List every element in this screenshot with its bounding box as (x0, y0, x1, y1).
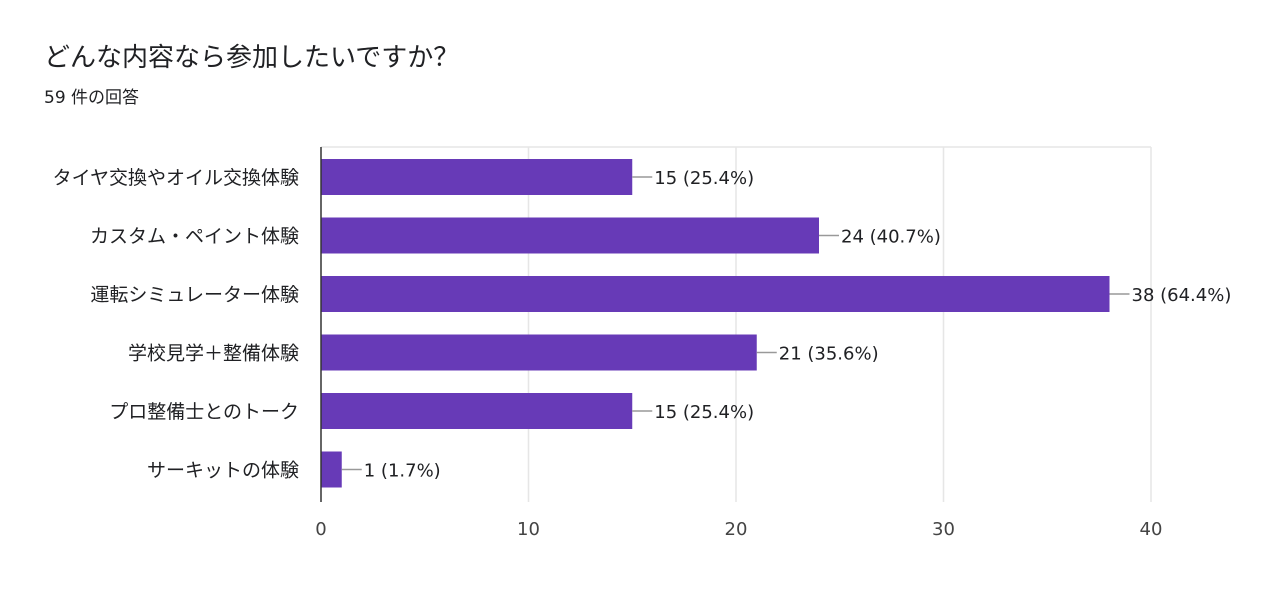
category-label-5: プロ整備士とのトーク (109, 401, 299, 423)
value-label-5: 15 (25.4%) (654, 402, 754, 423)
grid-lines (321, 146, 1152, 502)
x-tick-label-40: 40 (1140, 519, 1163, 540)
value-label-4: 21 (35.6%) (779, 344, 879, 365)
bar-6 (321, 451, 342, 488)
category-label-6: サーキットの体験 (147, 460, 299, 482)
category-label-3: 運転シミュレーター体験 (90, 284, 299, 306)
response-count: 59 件の回答 (44, 88, 140, 108)
bar-2 (321, 217, 819, 254)
category-label-2: カスタム・ペイント体験 (90, 226, 299, 248)
bars (321, 159, 1130, 488)
chart-header: どんな内容なら参加したいですか？ 59 件の回答 (44, 40, 459, 110)
category-label-1: タイヤ交換やオイル交換体験 (53, 167, 299, 189)
chart-title: どんな内容なら参加したいですか？ (44, 43, 460, 73)
bar-3 (321, 276, 1110, 312)
bar-1 (321, 159, 633, 195)
x-tick-label-0: 0 (315, 519, 326, 540)
x-tick-label-30: 30 (932, 519, 955, 540)
value-label-1: 15 (25.4%) (654, 168, 754, 189)
x-tick-label-10: 10 (517, 519, 540, 540)
bar-4 (321, 334, 757, 371)
x-tick-label-20: 20 (725, 519, 748, 540)
category-label-4: 学校見学＋整備体験 (128, 343, 299, 365)
labels: 0 10 20 30 40 15 (25.4%) タイヤ交換やオイル交換体験 24 (40.7… (53, 167, 1232, 540)
value-label-3: 38 (64.4%) (1132, 285, 1232, 306)
bar-5 (321, 393, 633, 429)
value-label-2: 24 (40.7%) (841, 227, 941, 248)
value-label-6: 1 (1.7%) (364, 461, 441, 482)
